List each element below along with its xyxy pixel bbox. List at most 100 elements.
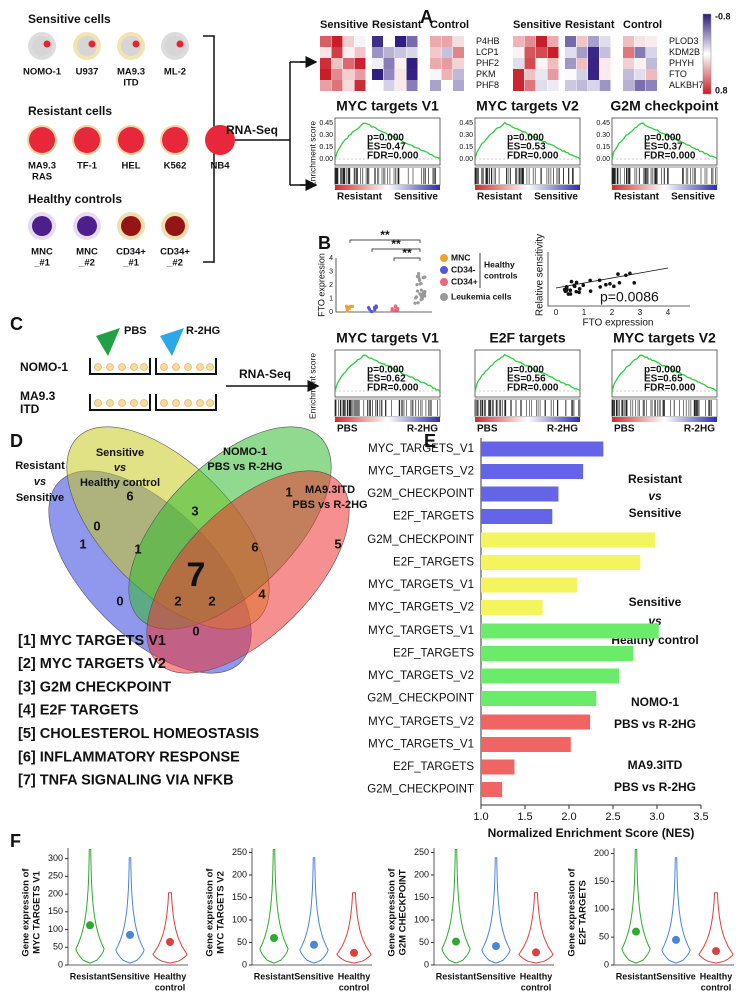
tick-label: 0.00 [596, 156, 610, 163]
tick-label: 2 [329, 282, 333, 289]
stat-text: FDR=0.000 [644, 151, 696, 162]
cell-label: K562 [164, 161, 187, 172]
cell-label: ITD [123, 78, 138, 89]
heatmap-cell [588, 47, 599, 58]
mean-dot [712, 947, 720, 956]
tick-label: 0.30 [319, 132, 333, 139]
heatmap-cell [372, 58, 383, 69]
tick-label: 0.00 [459, 156, 473, 163]
cell-label: U937 [76, 67, 99, 78]
set-label: MA9.3ITD [305, 484, 355, 496]
x-tick-label: 1.0 [473, 811, 488, 823]
category-label: MYC_TARGETS_V2 [368, 670, 474, 682]
mean-dot [126, 930, 134, 939]
series-label: PBS vs R-2HG [614, 717, 696, 731]
bar [481, 577, 577, 593]
enrichment-curve [334, 122, 441, 161]
category-label: MYC_TARGETS_V1 [368, 579, 474, 591]
bar [481, 486, 559, 502]
p-value: p=0.0086 [600, 289, 659, 305]
heatmap-group: Resistant [372, 19, 422, 31]
x-tick-label: 1.5 [517, 811, 532, 823]
cell-inner [74, 127, 100, 153]
category-label: G2M_CHECKPOINT [367, 534, 474, 546]
heatmap-cell [395, 69, 406, 80]
cell-label: _#2 [78, 258, 95, 269]
stat-text: p=0.000 [644, 365, 681, 376]
bar [481, 759, 515, 775]
heatmap-cell [524, 58, 536, 69]
tick-label: 0.30 [459, 132, 473, 139]
bar [481, 509, 553, 524]
tick-label: 0.00 [319, 156, 333, 163]
y-tick-label: 200 [48, 888, 63, 898]
x-axis-label: FTO expression [583, 318, 654, 329]
tick-label: 0.45 [596, 120, 610, 127]
violin [661, 857, 691, 964]
heatmap-cell [536, 80, 547, 91]
x-tick-label: Healthy [700, 971, 733, 981]
mean-dot [532, 948, 540, 957]
axes [335, 258, 432, 313]
rank-bar [475, 417, 580, 422]
violin [481, 857, 511, 964]
heatmap-cell [406, 80, 418, 91]
violin [698, 892, 734, 964]
heatmap-cell [320, 69, 331, 80]
category-label: E2F_TARGETS [393, 511, 474, 523]
stat-text: FDR=0.000 [367, 383, 419, 394]
x-tick-label: 3.5 [693, 811, 708, 823]
heatmap-cell [383, 36, 395, 47]
scatter-dot [608, 282, 612, 286]
violin [336, 892, 372, 964]
heatmap-cell [513, 58, 524, 69]
group-title: Sensitive cells [28, 12, 111, 26]
panel-letter: C [10, 314, 23, 334]
legend-dot [440, 293, 448, 301]
series-label: NOMO-1 [631, 695, 679, 709]
violin [299, 857, 329, 964]
tick-label: 3 [329, 268, 333, 275]
group-right: Sensitive [394, 192, 438, 203]
y-tick-label: 200 [232, 869, 247, 879]
series-label: Sensitive [629, 595, 682, 609]
cell-label: MNC [31, 247, 53, 258]
set-label: Sensitive [16, 492, 64, 504]
dot [417, 271, 421, 276]
category-label: E2F_TARGETS [393, 557, 474, 569]
gene-label: P4HB [476, 36, 500, 46]
cell-label: MNC [76, 247, 98, 258]
rank-bar [612, 185, 717, 190]
set-label: PBS vs R-2HG [292, 499, 367, 511]
mean-dot [452, 937, 460, 946]
tick-label: 0 [329, 309, 333, 316]
scatter-dot [617, 280, 622, 285]
plot-frame [474, 349, 581, 398]
heatmap-cell [354, 58, 366, 69]
dot [421, 275, 425, 280]
legend-label: MNC [451, 252, 470, 262]
scatter-dot [574, 289, 579, 294]
sig-bracket [393, 257, 421, 261]
heatmap-cell [372, 36, 383, 47]
heatmap-cell [453, 69, 464, 80]
treatment: R-2HG [186, 325, 220, 337]
heatmap-cell [430, 80, 441, 91]
x-tick-label: Resistant [436, 971, 477, 981]
stat-text: ES=0.62 [367, 374, 406, 385]
cell-label: CD34+ [116, 247, 146, 258]
tick-label: 0.45 [319, 120, 333, 127]
heatmap-cell [599, 36, 611, 47]
y-tick-label: 300 [48, 853, 63, 863]
x-tick-label: Sensitive [476, 971, 516, 981]
heatmap-cell [395, 47, 406, 58]
region-count: 1 [134, 541, 141, 556]
heatmap-cell [453, 36, 464, 47]
heatmap-cell [395, 36, 406, 47]
hit-lines [474, 168, 574, 184]
heatmap-cell [599, 69, 611, 80]
heatmap-cell [634, 36, 646, 47]
tick-label: 3 [638, 308, 643, 317]
heatmap-group: Control [430, 19, 469, 31]
